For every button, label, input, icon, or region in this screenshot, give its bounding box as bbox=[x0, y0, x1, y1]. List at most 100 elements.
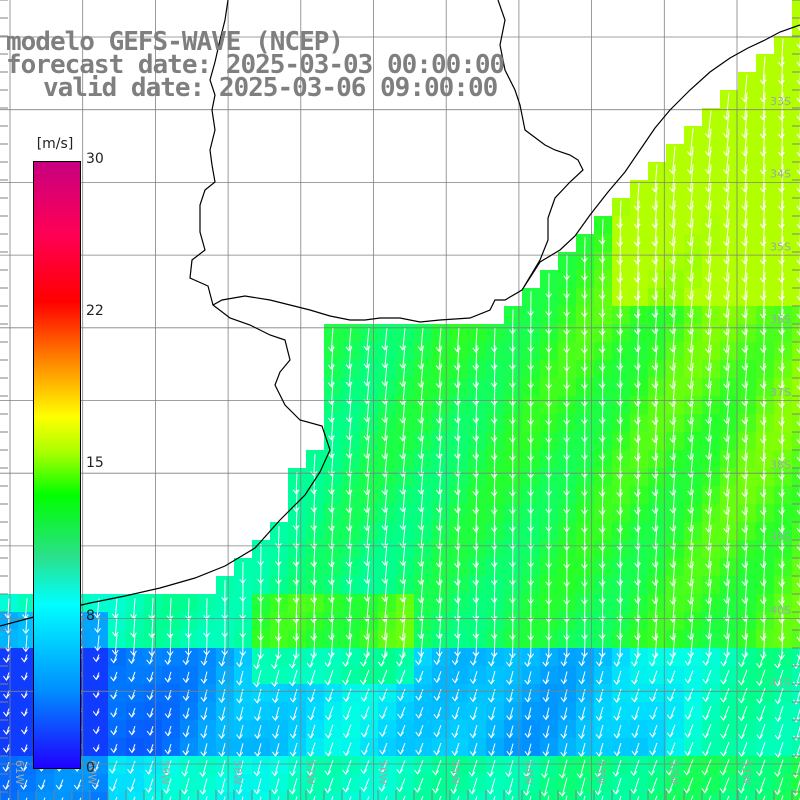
wind-arrow bbox=[687, 688, 694, 702]
wind-cell bbox=[720, 450, 738, 468]
wind-arrow bbox=[454, 706, 460, 720]
wind-cell bbox=[378, 774, 396, 792]
wind-arrow bbox=[475, 579, 478, 603]
wind-arrow bbox=[313, 489, 316, 512]
wind-arrow bbox=[781, 452, 784, 480]
wind-arrow-head bbox=[454, 562, 461, 569]
wind-arrow bbox=[493, 579, 496, 603]
wind-arrow bbox=[493, 525, 496, 550]
wind-arrow bbox=[601, 272, 604, 299]
wind-arrow bbox=[652, 706, 658, 720]
wind-arrow-head bbox=[469, 660, 477, 666]
wind-cell bbox=[666, 486, 684, 504]
wind-cell bbox=[378, 594, 396, 612]
wind-arrow bbox=[436, 671, 442, 683]
wind-cell bbox=[684, 774, 702, 792]
wind-arrow bbox=[277, 544, 280, 566]
wind-cell bbox=[162, 792, 180, 800]
wind-cell bbox=[360, 630, 378, 648]
wind-arrow bbox=[185, 671, 190, 683]
wind-cell bbox=[792, 558, 800, 576]
wind-arrow bbox=[619, 309, 622, 335]
wind-arrow bbox=[690, 398, 694, 425]
wind-arrow-head bbox=[217, 772, 225, 778]
wind-cell bbox=[234, 756, 252, 774]
wind-arrow-head bbox=[490, 509, 498, 515]
wind-arrow bbox=[295, 471, 298, 494]
wind-cell bbox=[720, 756, 738, 774]
wind-arrow-head bbox=[92, 729, 100, 735]
wind-arrow-head bbox=[217, 789, 225, 795]
wind-arrow bbox=[654, 363, 658, 388]
wind-arrow bbox=[672, 435, 676, 460]
wind-cell bbox=[180, 756, 198, 774]
wind-arrow bbox=[489, 760, 496, 777]
wind-arrow bbox=[725, 200, 730, 228]
wind-cell bbox=[270, 702, 288, 720]
wind-arrow-head bbox=[454, 400, 461, 406]
wind-arrow bbox=[363, 706, 370, 720]
wind-arrow bbox=[384, 507, 388, 530]
wind-arrow bbox=[672, 579, 676, 604]
wind-arrow bbox=[689, 218, 694, 246]
wind-cell bbox=[216, 774, 234, 792]
wind-arrow-head bbox=[759, 277, 767, 283]
wind-arrow bbox=[744, 597, 748, 622]
wind-cell bbox=[684, 684, 702, 702]
wind-arrow-head bbox=[759, 402, 767, 408]
wind-arrow bbox=[25, 797, 28, 800]
wind-arrow-head bbox=[684, 696, 692, 702]
wind-arrow bbox=[79, 797, 82, 800]
wind-cell bbox=[522, 774, 540, 792]
wind-arrow-head bbox=[598, 581, 606, 587]
wind-arrow bbox=[345, 778, 352, 793]
wind-arrow bbox=[705, 670, 712, 684]
wind-arrow bbox=[781, 309, 784, 335]
wind-arrow bbox=[256, 706, 262, 721]
wind-arrow-head bbox=[182, 732, 190, 738]
wind-cell bbox=[486, 666, 504, 684]
wind-arrow-head bbox=[759, 474, 767, 480]
wind-arrow-head bbox=[472, 382, 480, 388]
wind-arrow bbox=[384, 471, 388, 495]
wind-arrow bbox=[438, 471, 442, 494]
wind-cell bbox=[738, 774, 756, 792]
wind-arrow bbox=[744, 633, 748, 658]
wind-arrow-head bbox=[616, 277, 624, 283]
wind-arrow-head bbox=[108, 768, 116, 774]
wind-arrow-head bbox=[181, 789, 189, 795]
wind-arrow bbox=[619, 453, 622, 479]
wind-arrow bbox=[636, 200, 640, 228]
wind-arrow bbox=[527, 725, 532, 738]
wind-cell bbox=[540, 738, 558, 756]
wind-arrow-head bbox=[683, 770, 691, 776]
wind-arrow bbox=[744, 164, 748, 192]
wind-cell bbox=[234, 648, 252, 666]
wind-arrow-head bbox=[558, 773, 566, 779]
wind-arrow bbox=[490, 671, 496, 685]
wind-arrow bbox=[420, 327, 424, 351]
wind-arrow bbox=[366, 579, 370, 602]
wind-arrow-head bbox=[719, 770, 727, 776]
wind-cell bbox=[720, 630, 738, 648]
wind-arrow-head bbox=[164, 749, 172, 755]
wind-arrow bbox=[381, 688, 388, 701]
wind-arrow bbox=[601, 471, 604, 497]
wind-arrow bbox=[149, 671, 154, 682]
wind-arrow-head bbox=[774, 699, 782, 705]
wind-arrow bbox=[689, 272, 694, 300]
wind-arrow-head bbox=[527, 653, 535, 659]
wind-arrow bbox=[436, 653, 442, 665]
wind-arrow bbox=[601, 255, 604, 281]
wind-cell bbox=[162, 756, 180, 774]
wind-arrow bbox=[420, 435, 424, 459]
wind-arrow bbox=[475, 633, 478, 657]
wind-arrow bbox=[148, 778, 154, 793]
wind-arrow bbox=[493, 453, 496, 478]
wind-arrow-head bbox=[578, 733, 585, 740]
wind-arrow-head bbox=[616, 401, 624, 407]
wind-cell bbox=[342, 756, 360, 774]
wind-arrow-head bbox=[166, 633, 174, 639]
wind-arrow-head bbox=[55, 784, 63, 790]
wind-arrow bbox=[438, 327, 442, 352]
